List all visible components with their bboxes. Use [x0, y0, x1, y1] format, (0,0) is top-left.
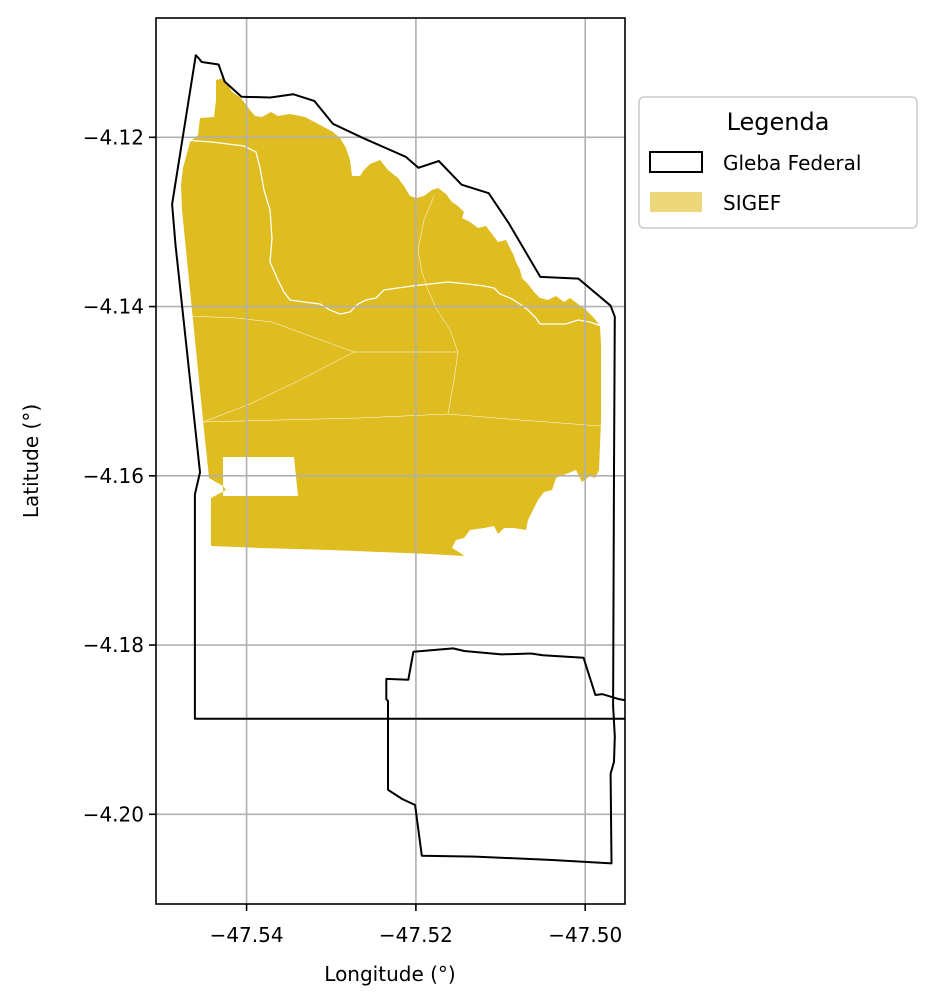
gleba-federal-outline: [171, 54, 625, 865]
legend-label-gleba-federal: Gleba Federal: [723, 151, 861, 175]
x-axis-label: Longitude (°): [324, 962, 455, 986]
x-tick-label: −47.50: [548, 923, 622, 947]
x-axis-ticks: −47.54 −47.52 −47.50: [210, 904, 622, 947]
y-tick-label: −4.18: [83, 633, 144, 657]
y-tick-label: −4.14: [83, 295, 144, 319]
legend-box: [638, 96, 918, 229]
sigef-area: [181, 78, 601, 556]
parcel-boundary: [417, 195, 459, 415]
legend-swatch-gleba-federal: [649, 151, 703, 173]
grid-lines: [156, 18, 625, 904]
y-tick-label: −4.16: [83, 464, 144, 488]
axes-frame: [155, 17, 626, 905]
parcel-boundary: [202, 351, 355, 423]
x-tick-label: −47.54: [210, 923, 284, 947]
y-axis-label: Latitude (°): [19, 404, 43, 518]
legend-swatch-sigef: [650, 192, 702, 212]
y-tick-label: −4.20: [83, 802, 144, 826]
legend: Legenda Gleba Federal SIGEF: [638, 96, 918, 229]
sigef-layer: [181, 78, 602, 556]
y-tick-label: −4.12: [83, 125, 144, 149]
parcel-boundary: [202, 413, 602, 427]
sigef-parcel-boundaries: [182, 139, 602, 427]
x-tick-label: −47.52: [379, 923, 453, 947]
parcel-boundary: [189, 315, 458, 353]
parcel-boundary: [182, 139, 602, 327]
y-axis-ticks: −4.12 −4.14 −4.16 −4.18 −4.20: [83, 125, 156, 826]
legend-title: Legenda: [727, 108, 830, 136]
legend-label-sigef: SIGEF: [723, 191, 781, 215]
